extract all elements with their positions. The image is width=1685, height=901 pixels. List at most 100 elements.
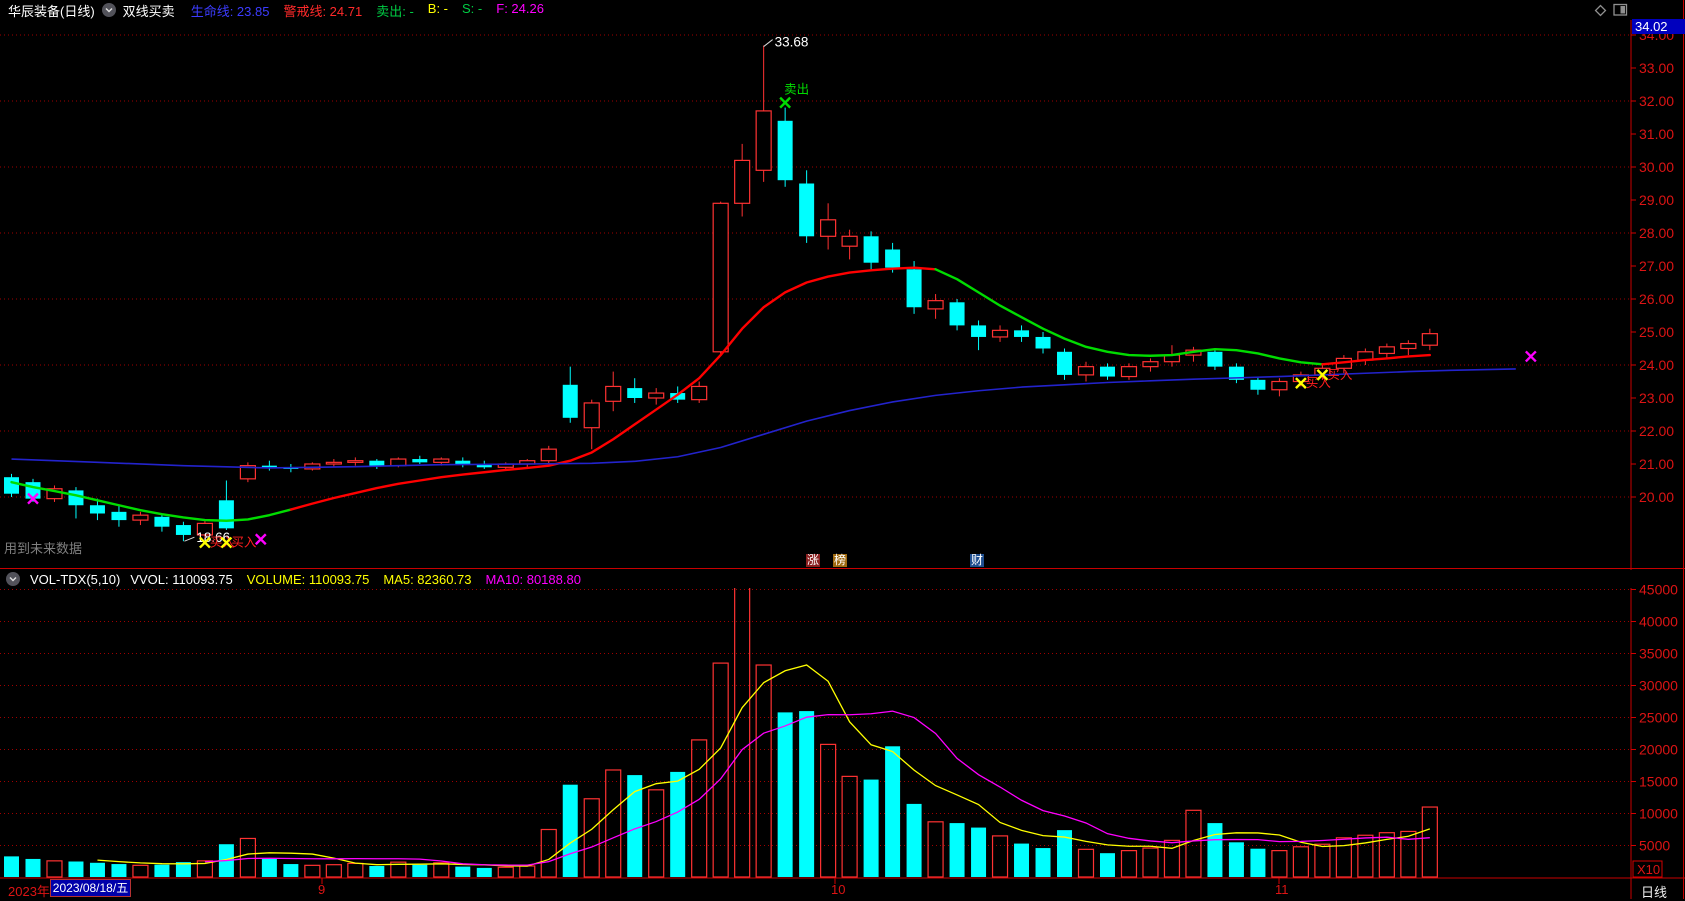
main-chart-header: 华辰装备(日线) 双线买卖 生命线: 23.85 警戒线: 24.71 卖出: - B…	[0, 0, 1639, 20]
volume-bar-down	[412, 864, 428, 877]
volume-bar-up	[648, 789, 665, 878]
indicator-values: 生命线: 23.85 警戒线: 24.71 卖出: - B: - S: - F: 24.2…	[191, 1, 544, 20]
price-axis-label: 26.00	[1639, 291, 1674, 307]
volume-bar-up	[325, 864, 342, 878]
volume-bar-up	[1271, 850, 1288, 878]
volume-bar-up	[927, 821, 944, 878]
volume-bar-up	[1163, 839, 1181, 878]
volume-axis-label: 25000	[1639, 710, 1678, 726]
volume-bar-up	[1077, 848, 1095, 878]
volume-bar-up	[991, 835, 1009, 878]
candle-body-up	[540, 448, 557, 462]
candle-body-up	[347, 460, 364, 463]
candle-body-down	[799, 183, 815, 237]
candle-body-down	[218, 500, 234, 529]
volume-bar-down	[4, 856, 19, 877]
volume-bar-up	[347, 862, 364, 878]
price-axis-label: 24.00	[1639, 357, 1674, 373]
candle-body-down	[68, 490, 84, 506]
candle-body-down	[971, 325, 987, 337]
volume-bar-up	[1378, 832, 1395, 878]
volume-bar-up	[605, 769, 622, 878]
volume-bar-up	[46, 860, 63, 878]
year-label: 2023年	[8, 884, 50, 899]
volume-bar-up	[691, 739, 708, 878]
trough-pointer	[184, 536, 195, 542]
candle-body-up	[1142, 361, 1159, 368]
indicator-field: VOLUME: 110093.75	[246, 571, 370, 587]
price-axis-label: 20.00	[1639, 489, 1674, 505]
buy-marker-label: 买入	[1306, 376, 1332, 390]
candle-body-up	[239, 465, 256, 480]
volume-bar-up	[1142, 847, 1159, 878]
tag-badge[interactable]: 涨	[806, 553, 821, 567]
sell-marker-icon	[779, 96, 791, 109]
volume-bar-up	[755, 664, 772, 878]
diamond-icon[interactable]	[1593, 3, 1608, 23]
candle-body-down	[906, 269, 922, 308]
candle-body-up	[196, 522, 214, 536]
price-axis-label: 21.00	[1639, 456, 1674, 472]
candle-body-up	[755, 110, 772, 171]
indicator-name: 双线买卖	[122, 3, 175, 19]
tag-badge[interactable]: 财	[970, 553, 985, 567]
buy-marker-icon	[220, 536, 233, 549]
life-line	[10, 480, 293, 522]
volume-axis-label: 35000	[1639, 646, 1678, 662]
volume-ma10-line	[204, 710, 1430, 866]
volume-indicator-values: VVOL: 110093.75 VOLUME: 110093.75 MA5: 823…	[130, 572, 581, 587]
candle-body-down	[562, 384, 578, 418]
price-axis-label: 25.00	[1639, 324, 1674, 340]
month-label: 11	[1275, 882, 1289, 897]
x-marker	[254, 533, 267, 546]
future-data-note: 用到未来数据	[4, 541, 83, 556]
volume-ma5-line	[97, 664, 1431, 867]
volume-bar-up	[734, 572, 751, 878]
candle-body-down	[1035, 336, 1051, 349]
candle-body-up	[1378, 346, 1395, 355]
volume-bar-up	[1185, 809, 1202, 878]
volume-bar-down	[1099, 853, 1115, 877]
volume-bar-down	[1250, 848, 1266, 877]
candle-body-up	[820, 219, 837, 237]
split-panel-icon[interactable]	[1613, 3, 1628, 23]
buy-marker-icon	[1295, 377, 1307, 389]
volume-bar-up	[304, 864, 321, 878]
volume-bar-up	[1421, 806, 1438, 878]
tag-badge[interactable]: 榜	[833, 553, 848, 567]
sell-marker-label: 卖出	[784, 83, 809, 97]
volume-axis-label: 10000	[1639, 806, 1678, 822]
volume-bar-up	[583, 798, 600, 878]
volume-bar-down	[111, 864, 127, 877]
candle-body-down	[1057, 351, 1073, 375]
volume-indicator-name: VOL-TDX(5,10)	[30, 571, 121, 587]
volume-bar-down	[1014, 843, 1030, 877]
candle-body-down	[476, 464, 492, 468]
month-label: 9	[318, 882, 325, 897]
buy-marker-icon	[199, 536, 211, 549]
x-marker	[27, 492, 39, 505]
price-axis-label: 29.00	[1639, 192, 1674, 208]
candle-body-up	[1421, 333, 1438, 346]
candle-body-down	[1207, 351, 1223, 367]
volume-axis-label: 45000	[1639, 582, 1678, 598]
indicator-field: MA10: 80188.80	[485, 571, 581, 587]
volume-axis-label: 15000	[1639, 774, 1678, 790]
volume-bar-down	[261, 858, 277, 877]
volume-bar-down	[799, 711, 815, 877]
period-label[interactable]: 日线	[1641, 885, 1668, 900]
candle-body-down	[89, 505, 105, 514]
life-line	[289, 266, 937, 511]
volume-unit-label: X10	[1637, 862, 1660, 877]
volume-bar-up	[1292, 846, 1310, 878]
indicator-field: S: -	[462, 0, 483, 16]
candle-body-down	[261, 465, 277, 468]
candle-body-up	[583, 402, 600, 429]
chevron-down-icon[interactable]	[101, 3, 116, 17]
chevron-down-icon[interactable]	[6, 572, 20, 586]
candle-body-down	[863, 236, 879, 263]
current-date-box: 2023/08/18/五	[50, 879, 131, 897]
price-axis-label: 22.00	[1639, 423, 1674, 439]
volume-bar-up	[390, 861, 407, 878]
